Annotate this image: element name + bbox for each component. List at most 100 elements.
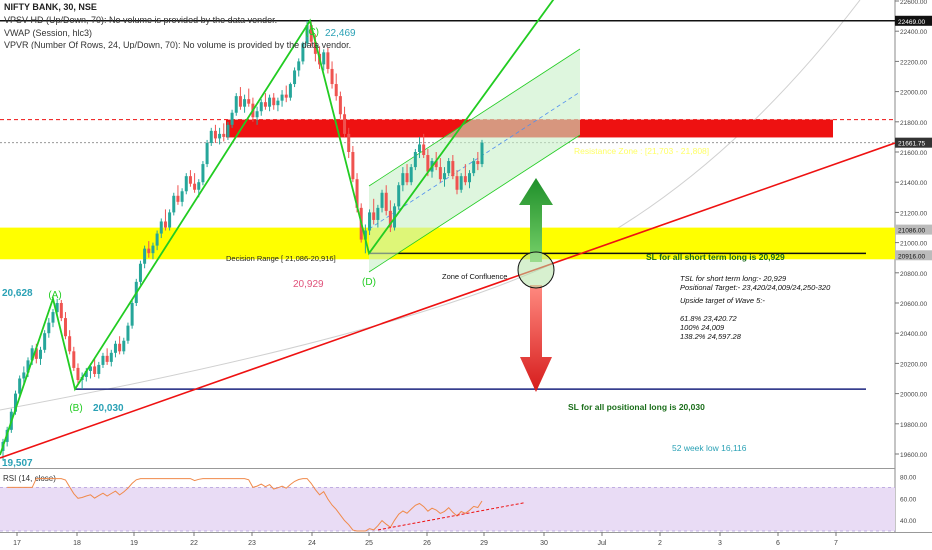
candle-body: [55, 303, 59, 313]
candle-body: [405, 173, 409, 183]
candle-body: [130, 303, 134, 326]
candle-body: [59, 303, 63, 319]
price-badge-label: 22469.00: [898, 19, 925, 26]
candle-body: [388, 210, 392, 228]
candle-body: [443, 173, 447, 180]
wave-a-value: 20,628: [2, 288, 33, 299]
time-tick-label: 26: [423, 540, 431, 547]
trendlines-layer: [0, 0, 896, 459]
rsi-pane[interactable]: RSI (14, close) 80.00 60.00 40.00: [0, 474, 917, 532]
price-tick-label: 21000.00: [900, 241, 927, 248]
wave-b-label: (B): [69, 403, 82, 414]
candle-body: [297, 61, 301, 71]
candle-body: [72, 351, 76, 368]
candle-body: [26, 360, 30, 373]
confluence-label: Zone of Confluence: [442, 272, 507, 281]
time-tick-label: Jul: [598, 540, 607, 547]
sl-short-label: SL for all short term long is 20,929: [646, 252, 785, 262]
candle-body: [422, 144, 426, 156]
wave-d-label: (D): [362, 277, 376, 288]
price-tick-label: 22600.00: [900, 0, 927, 6]
candle-body: [313, 41, 317, 54]
candle-body: [263, 102, 267, 107]
decision-range-label: Decision Range [ 21,086-20,916]: [226, 254, 336, 263]
price-badge: [895, 250, 932, 261]
candle-body: [451, 161, 455, 177]
vwap-curve: [0, 0, 861, 411]
price-tick-label: 21800.00: [900, 120, 927, 127]
channel-layer: [368, 48, 581, 273]
candle-body: [234, 96, 238, 113]
indicator-vpvr[interactable]: VPVR (Number Of Rows, 24, Up/Down, 70): …: [4, 40, 352, 49]
candle-body: [355, 179, 359, 208]
candle-body: [13, 393, 17, 412]
rsi-line: [7, 478, 483, 532]
channel-bottom: [368, 134, 581, 273]
note-line: TSL for short term long:- 20,929: [680, 274, 787, 283]
time-tick-label: 7: [834, 540, 838, 547]
time-tick-label: 24: [308, 540, 316, 547]
price-badge: [895, 224, 932, 235]
candle-body: [97, 364, 101, 374]
wave-c-value: 22,469: [325, 28, 356, 39]
price-tick-label: 22200.00: [900, 59, 927, 66]
candle-body: [472, 161, 476, 174]
support-trendline: [0, 142, 896, 459]
price-tick-label: 19800.00: [900, 422, 927, 429]
candle-body: [138, 263, 142, 282]
symbol-title: NIFTY BANK, 30, NSE: [4, 2, 97, 12]
candle-body: [338, 96, 342, 115]
candle-body: [268, 97, 272, 107]
confluence-circle: [517, 251, 555, 289]
candle-body: [209, 130, 213, 143]
candle-body: [188, 176, 192, 184]
candle-body: [459, 176, 463, 190]
candle-body: [368, 212, 372, 231]
candle-body: [51, 312, 55, 323]
candle-body: [30, 348, 34, 361]
candle-body: [326, 52, 330, 69]
note-line: Positional Target:- 23,420/24,009/24,250…: [680, 283, 831, 292]
candle-body: [197, 182, 201, 190]
price-axis: 19600.00 19800.00 20000.00 20200.00 20400.00…: [895, 0, 932, 459]
candle-body: [63, 318, 67, 337]
candle-body: [309, 25, 313, 42]
candle-body: [418, 144, 422, 152]
down-arrow: [520, 285, 552, 392]
wave-d-value: 20,929: [293, 279, 324, 290]
candle-body: [330, 68, 334, 85]
price-tick-label: 20000.00: [900, 392, 927, 399]
candle-body: [122, 340, 126, 352]
candle-body: [247, 99, 251, 104]
time-tick-label: 23: [248, 540, 256, 547]
channel-top: [368, 48, 581, 187]
candle-body: [176, 195, 180, 202]
time-tick-label: 18: [73, 540, 81, 547]
candle-body: [384, 192, 388, 211]
time-tick-label: 2: [658, 540, 662, 547]
price-tick-label: 20400.00: [900, 331, 927, 338]
candle-body: [259, 102, 263, 112]
candle-body: [409, 167, 413, 183]
candle-body: [363, 230, 367, 240]
candle-body: [84, 370, 88, 377]
price-axis-pane[interactable]: [895, 0, 932, 532]
candle-body: [288, 84, 292, 98]
candle-body: [18, 378, 22, 394]
indicator-vpsv[interactable]: VPSV HD (Up/Down, 70): No volume is prov…: [4, 15, 278, 25]
vwap-line: [0, 0, 861, 411]
candle-body: [351, 152, 355, 180]
low-value: 19,507: [2, 458, 33, 469]
candle-body: [255, 111, 259, 118]
candle-body: [468, 173, 472, 183]
candle-body: [38, 349, 42, 359]
candle-body: [193, 183, 197, 190]
candle-body: [76, 367, 80, 381]
candle-body: [272, 97, 276, 106]
time-axis: 17 18 19 22 23 24 25 26 29 30 Jul 2 3 6 7: [13, 532, 838, 547]
candle-body: [438, 167, 442, 180]
indicator-vwap[interactable]: VWAP (Session, hlc3): [4, 28, 93, 38]
candle-body: [322, 52, 326, 65]
candle-body: [376, 207, 380, 220]
